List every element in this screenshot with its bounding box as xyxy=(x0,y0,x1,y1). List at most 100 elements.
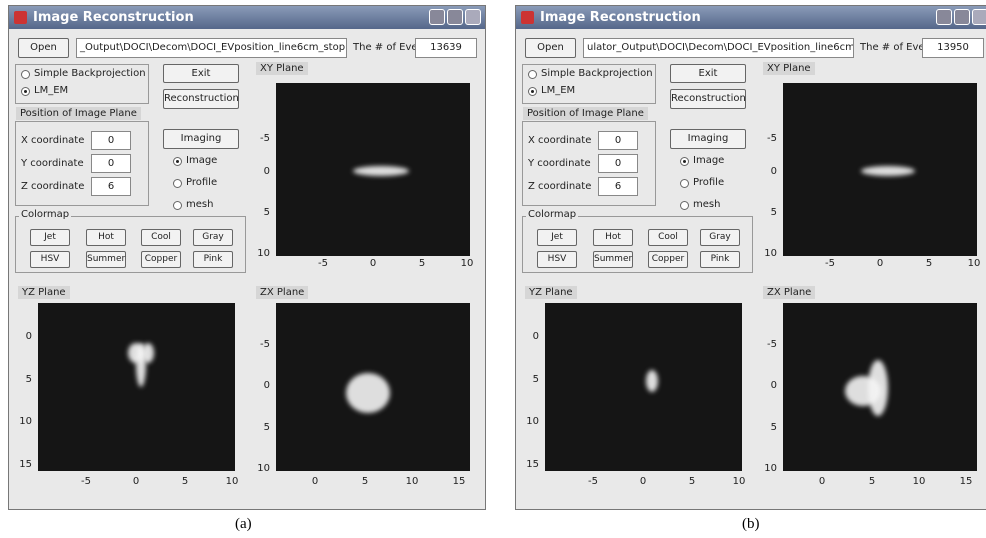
coordinate-input[interactable]: 6 xyxy=(598,177,638,196)
plot-area xyxy=(276,83,470,256)
coordinate-label: Y coordinate xyxy=(21,158,84,169)
open-button[interactable]: Open xyxy=(525,38,576,58)
display-radio[interactable] xyxy=(173,157,182,166)
x-tick-label: 10 xyxy=(457,258,477,269)
colormap-button[interactable]: Copper xyxy=(648,251,688,268)
colormap-button[interactable]: Cool xyxy=(648,229,688,246)
min-button[interactable] xyxy=(429,9,445,25)
coordinate-input[interactable]: 0 xyxy=(91,131,131,150)
colormap-button[interactable]: Pink xyxy=(193,251,233,268)
colormap-button[interactable]: Gray xyxy=(193,229,233,246)
colormap-button[interactable]: Jet xyxy=(30,229,70,246)
figure: Image ReconstructionOpen_Output\DOCI\Dec… xyxy=(0,0,986,538)
display-radio[interactable] xyxy=(680,179,689,188)
colormap-button[interactable]: Hot xyxy=(593,229,633,246)
display-radio[interactable] xyxy=(680,201,689,210)
coordinate-input[interactable]: 0 xyxy=(91,154,131,173)
y-tick-label: -5 xyxy=(759,133,777,144)
x-tick-label: 15 xyxy=(956,476,976,487)
display-radio[interactable] xyxy=(173,201,182,210)
image xyxy=(545,303,742,471)
colormap-button[interactable]: Gray xyxy=(700,229,740,246)
display-label: Profile xyxy=(186,177,217,188)
colormap-button[interactable]: Summer xyxy=(86,251,126,268)
close-button[interactable] xyxy=(972,9,986,25)
imaging-button[interactable]: Imaging xyxy=(163,129,239,149)
display-label: mesh xyxy=(693,199,720,210)
image xyxy=(783,303,977,471)
radio-dot xyxy=(683,160,686,163)
method-radio[interactable] xyxy=(21,70,30,79)
x-tick-label: -5 xyxy=(313,258,333,269)
display-radio[interactable] xyxy=(173,179,182,188)
coordinate-label: Z coordinate xyxy=(528,181,591,192)
plane-title: ZX Plane xyxy=(763,286,815,299)
min-button[interactable] xyxy=(936,9,952,25)
plane-title: XY Plane xyxy=(256,62,308,75)
coordinate-input[interactable]: 0 xyxy=(598,154,638,173)
x-tick-label: 10 xyxy=(964,258,984,269)
window: Image ReconstructionOpen_Output\DOCI\Dec… xyxy=(8,5,486,510)
close-button[interactable] xyxy=(465,9,481,25)
max-button[interactable] xyxy=(954,9,970,25)
intensity-blob xyxy=(346,373,390,413)
reconstruction-button[interactable]: Reconstruction xyxy=(670,89,746,109)
colormap-button[interactable]: Cool xyxy=(141,229,181,246)
imaging-button[interactable]: Imaging xyxy=(670,129,746,149)
plot-area xyxy=(38,303,235,471)
plot-area xyxy=(783,303,977,471)
panel: Image ReconstructionOpenulator_Output\DO… xyxy=(515,0,986,538)
y-tick-label: 5 xyxy=(252,207,270,218)
coordinate-label: X coordinate xyxy=(528,135,591,146)
plane-title: YZ Plane xyxy=(525,286,577,299)
x-tick-label: -5 xyxy=(820,258,840,269)
y-tick-label: 0 xyxy=(521,331,539,342)
window-icon xyxy=(14,11,27,24)
x-tick-label: 5 xyxy=(862,476,882,487)
image xyxy=(276,83,470,256)
exit-button[interactable]: Exit xyxy=(670,64,746,83)
intensity-blob xyxy=(845,376,881,406)
x-tick-label: 5 xyxy=(355,476,375,487)
colormap-button[interactable]: Hot xyxy=(86,229,126,246)
y-tick-label: 5 xyxy=(521,374,539,385)
file-path: _Output\DOCI\Decom\DOCI_EVposition_line6… xyxy=(76,38,347,58)
intensity-blob xyxy=(353,166,409,176)
colormap-button[interactable]: HSV xyxy=(537,251,577,268)
plane-title: YZ Plane xyxy=(18,286,70,299)
colormap-button[interactable]: Summer xyxy=(593,251,633,268)
open-button[interactable]: Open xyxy=(18,38,69,58)
y-tick-label: 10 xyxy=(759,248,777,259)
intensity-blob xyxy=(128,343,144,363)
colormap-button[interactable]: Jet xyxy=(537,229,577,246)
reconstruction-button[interactable]: Reconstruction xyxy=(163,89,239,109)
method-radio[interactable] xyxy=(528,70,537,79)
display-radio[interactable] xyxy=(680,157,689,166)
x-tick-label: 10 xyxy=(222,476,242,487)
method-radio[interactable] xyxy=(528,87,537,96)
plot-area xyxy=(783,83,977,256)
coordinate-input[interactable]: 6 xyxy=(91,177,131,196)
colormap-button[interactable]: HSV xyxy=(30,251,70,268)
method-label: Simple Backprojection xyxy=(541,68,653,79)
x-tick-label: 0 xyxy=(305,476,325,487)
y-tick-label: 10 xyxy=(252,248,270,259)
colormap-label: Colormap xyxy=(526,209,578,220)
exit-button[interactable]: Exit xyxy=(163,64,239,83)
colormap-button[interactable]: Pink xyxy=(700,251,740,268)
max-button[interactable] xyxy=(447,9,463,25)
plot-area xyxy=(276,303,470,471)
y-tick-label: 0 xyxy=(252,166,270,177)
y-tick-label: -5 xyxy=(252,133,270,144)
coordinate-input[interactable]: 0 xyxy=(598,131,638,150)
plane-title: ZX Plane xyxy=(256,286,308,299)
x-tick-label: -5 xyxy=(583,476,603,487)
x-tick-label: 0 xyxy=(812,476,832,487)
method-label: LM_EM xyxy=(34,85,68,96)
y-tick-label: 5 xyxy=(252,422,270,433)
y-tick-label: 5 xyxy=(14,374,32,385)
method-radio[interactable] xyxy=(21,87,30,96)
image xyxy=(38,303,235,471)
colormap-button[interactable]: Copper xyxy=(141,251,181,268)
